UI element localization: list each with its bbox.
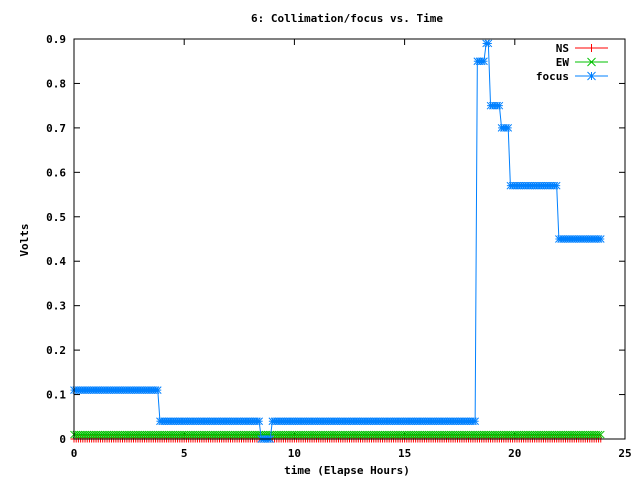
- legend-marker: [587, 71, 596, 81]
- legend-label: EW: [556, 56, 570, 69]
- x-tick-label: 0: [71, 447, 78, 460]
- plot-frame: [73, 38, 626, 440]
- legend-entry-NS: NS: [556, 42, 608, 55]
- legend-entry-focus: focus: [536, 70, 608, 83]
- y-tick-label: 0.5: [46, 211, 66, 224]
- legend-marker: [587, 44, 596, 52]
- x-tick-label: 20: [508, 447, 521, 460]
- legend-label: focus: [536, 70, 569, 83]
- y-tick-label: 0.4: [46, 255, 66, 268]
- x-axis-label: time (Elapse Hours): [284, 464, 410, 477]
- y-tick-label: 0.3: [46, 300, 66, 313]
- y-tick-label: 0.1: [46, 389, 66, 402]
- x-tick-label: 15: [398, 447, 411, 460]
- y-axis-label: Volts: [18, 223, 31, 256]
- legend-entry-EW: EW: [556, 56, 608, 69]
- x-tick-label: 25: [618, 447, 631, 460]
- series-markers-EW: [70, 430, 605, 439]
- y-tick-label: 0: [59, 433, 66, 446]
- x-tick-label: 10: [288, 447, 301, 460]
- legend-marker: [587, 57, 596, 67]
- legend-label: NS: [556, 42, 569, 55]
- series-EW: [70, 430, 605, 439]
- y-tick-label: 0.6: [46, 166, 66, 179]
- series-markers-focus: [70, 39, 605, 443]
- chart-title: 6: Collimation/focus vs. Time: [251, 12, 443, 25]
- y-tick-label: 0.8: [46, 77, 66, 90]
- y-tick-label: 0.2: [46, 344, 66, 357]
- y-tick-label: 0.9: [46, 33, 66, 46]
- x-tick-label: 5: [181, 447, 188, 460]
- series-focus: [70, 39, 605, 443]
- y-tick-label: 0.7: [46, 122, 66, 135]
